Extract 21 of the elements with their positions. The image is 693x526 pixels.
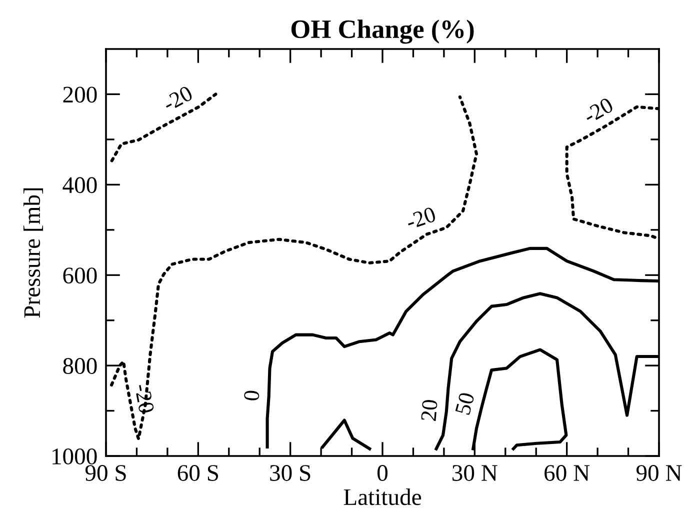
y-tick-label: 400 [62,177,97,194]
annotation: 0 [244,390,260,401]
chart-title: OH Change (%) [291,20,474,44]
y-axis-title: Pressure [mb] [23,188,44,318]
x-tick-label: 0 [377,465,388,481]
annotation: -20 [582,97,614,124]
annotation: -20 [405,206,437,230]
annotation: 50 [455,392,475,416]
y-tick-label: 800 [63,358,97,374]
x-tick-label: 90 N [636,465,682,481]
x-tick-label: 90 S [85,465,126,481]
annotation: -20 [162,85,194,112]
annotation: 20 [420,400,438,422]
y-tick-label: 600 [63,268,97,284]
x-tick-label: 60 S [178,465,218,481]
x-tick-label: 30 S [270,465,310,481]
x-axis-title: Latitude [344,488,422,506]
y-tick-label: 200 [63,86,97,103]
x-tick-label: 30 N [452,465,498,481]
x-tick-label: 60 N [544,465,590,481]
y-tick-label: 1000 [52,448,97,464]
